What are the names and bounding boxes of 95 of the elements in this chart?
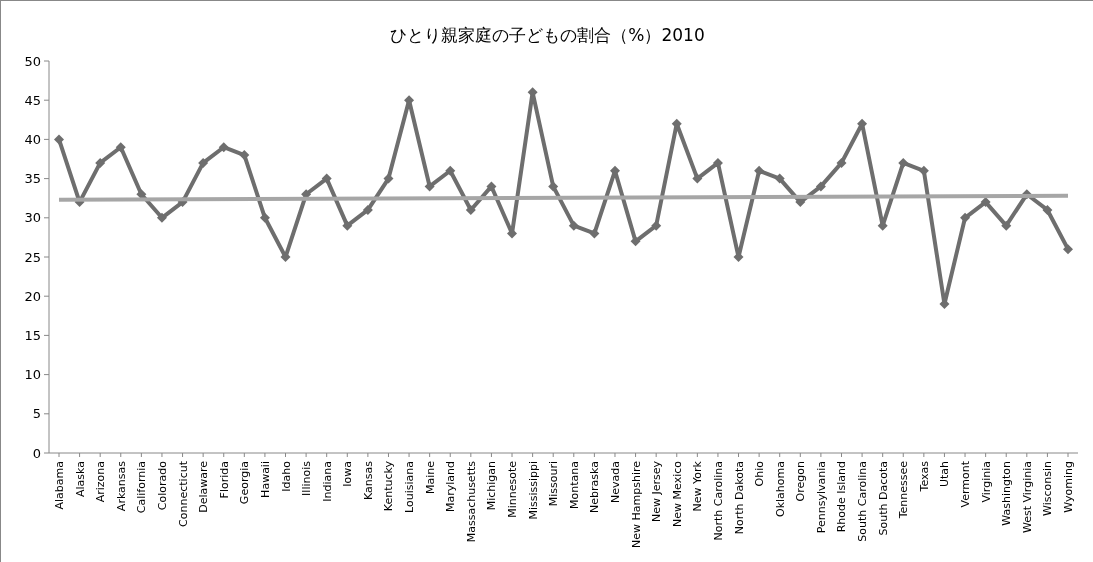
x-tick-label: Arizona — [94, 461, 108, 503]
x-tick-label: Virginia — [979, 461, 993, 503]
chart-title: ひとり親家庭の子どもの割合（%）2010 — [390, 25, 705, 45]
x-tick-label: Wyoming — [1062, 461, 1075, 513]
point — [362, 204, 373, 215]
x-tick-label: Kentucky — [382, 460, 396, 512]
x-tick-label: South Carolina — [856, 461, 870, 542]
x-tick-label: Indiana — [320, 461, 334, 502]
point — [692, 173, 703, 184]
point — [218, 142, 229, 153]
point — [239, 150, 250, 161]
point — [815, 181, 826, 192]
point — [465, 204, 476, 215]
x-tick-label: South Dacota — [876, 461, 890, 536]
point — [630, 236, 641, 247]
point — [754, 165, 765, 176]
x-tick-label: Wisconsin — [1041, 460, 1055, 516]
point — [54, 134, 64, 145]
y-tick-label: 40 — [24, 131, 41, 147]
point — [383, 173, 394, 184]
x-tick-label: North Dakota — [732, 461, 746, 535]
x-tick-label: Pennsylvania — [814, 461, 828, 534]
point — [795, 197, 806, 208]
x-tick-label: Nebraska — [588, 461, 602, 513]
x-tick-label: Alabama — [53, 461, 66, 510]
y-tick-label: 35 — [24, 171, 41, 187]
y-tick-label: 20 — [24, 288, 41, 304]
point — [1001, 220, 1012, 231]
point — [95, 157, 106, 168]
point — [1042, 204, 1053, 215]
point — [898, 157, 909, 168]
y-tick-label: 25 — [24, 249, 41, 265]
x-tick-label: Illinois — [300, 460, 314, 496]
point — [774, 173, 785, 184]
x-tick-label: Tennessee — [897, 460, 911, 520]
x-tick-label: Maine — [423, 460, 437, 495]
x-tick-label: New Jersey — [650, 460, 664, 523]
x-tick-label: Mississippi — [526, 461, 540, 520]
point — [115, 142, 126, 153]
x-tick-label: Maryland — [444, 461, 458, 513]
point — [548, 181, 559, 192]
x-tick-label: Missouri — [547, 461, 561, 507]
x-tick-label: Georgia — [238, 461, 252, 505]
point — [445, 165, 456, 176]
x-tick-label: Nevada — [608, 461, 622, 503]
point — [259, 212, 270, 223]
point — [960, 212, 971, 223]
x-tick-label: Massachusetts — [464, 460, 478, 543]
y-tick-label: 45 — [24, 92, 41, 108]
x-tick-label: California — [135, 461, 149, 514]
y-tick-label: 0 — [32, 445, 41, 461]
point — [486, 181, 497, 192]
y-tick-label: 30 — [24, 210, 41, 226]
y-tick-label: 15 — [24, 327, 41, 343]
x-tick-label: New Mexico — [670, 460, 684, 527]
x-tick-label: Delaware — [197, 460, 211, 513]
point — [156, 212, 167, 223]
point — [836, 157, 847, 168]
y-tick-label: 5 — [32, 406, 41, 422]
x-tick-label: Rhode Island — [835, 461, 849, 533]
x-tick-label: Connecticut — [176, 460, 190, 527]
x-tick-label: Washington — [1000, 460, 1014, 526]
x-tick-label: Kansas — [361, 460, 375, 500]
x-tick-label: Oregon — [794, 460, 808, 502]
point — [424, 181, 435, 192]
y-tick-label: 50 — [24, 53, 41, 69]
x-tick-label: Colorado — [155, 460, 169, 511]
x-tick-label: Louisiana — [403, 461, 417, 513]
point — [568, 220, 579, 231]
x-tick-label: New Hampshire — [629, 460, 643, 549]
x-tick-label: Minnesote — [506, 460, 520, 518]
x-tick-label: Oklahoma — [773, 461, 787, 517]
point — [980, 197, 991, 208]
x-tick-label: Iowa — [341, 461, 355, 487]
x-tick-label: Utah — [938, 460, 952, 488]
x-tick-label: Montana — [567, 461, 581, 509]
x-tick-label: West Virginia — [1020, 461, 1034, 534]
x-tick-label: Alaska — [73, 461, 87, 497]
point — [342, 220, 353, 231]
x-tick-label: New York — [691, 460, 705, 512]
point — [1063, 244, 1073, 255]
x-tick-label: Idaho — [279, 460, 293, 492]
x-tick-label: Arkansas — [114, 460, 128, 512]
x-tick-label: Hawaii — [258, 461, 272, 498]
x-tick-label: Vermont — [959, 460, 973, 508]
x-tick-label: Michigan — [485, 460, 499, 511]
point — [321, 173, 332, 184]
x-tick-label: North Carolina — [711, 461, 725, 541]
point — [198, 157, 209, 168]
point — [589, 228, 600, 239]
point — [918, 165, 929, 176]
x-tick-label: Ohio — [753, 460, 767, 487]
y-tick-label: 10 — [24, 367, 41, 383]
x-tick-label: Texas — [917, 460, 931, 493]
x-tick-label: Florida — [217, 461, 231, 499]
